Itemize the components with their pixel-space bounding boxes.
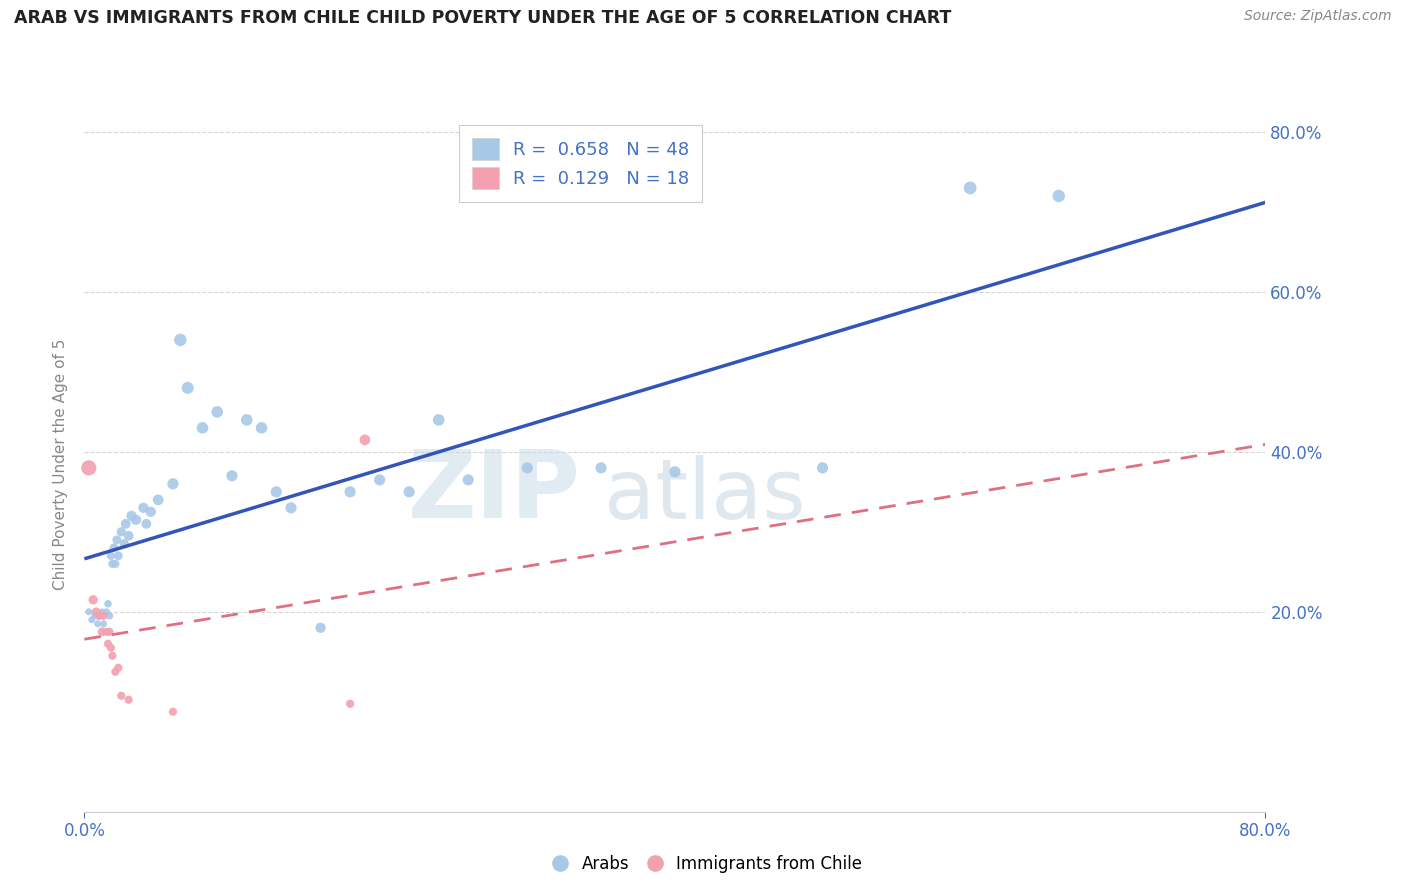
- Point: [110, 524, 132, 539]
- Legend: R =  0.658   N = 48, R =  0.129   N = 18: R = 0.658 N = 48, R = 0.129 N = 18: [458, 125, 702, 202]
- Point: [264, 484, 288, 499]
- Point: [86, 616, 108, 631]
- Text: Source: ZipAtlas.com: Source: ZipAtlas.com: [1244, 9, 1392, 23]
- Point: [83, 608, 105, 623]
- Text: atlas: atlas: [605, 455, 806, 536]
- Point: [959, 181, 981, 195]
- Point: [101, 648, 124, 663]
- Point: [91, 605, 114, 619]
- Point: [98, 624, 121, 639]
- Point: [132, 500, 155, 515]
- Point: [103, 541, 125, 555]
- Point: [1047, 189, 1070, 203]
- Point: [339, 697, 361, 711]
- Point: [368, 473, 391, 487]
- Point: [107, 661, 129, 675]
- Point: [77, 605, 100, 619]
- Point: [811, 460, 834, 475]
- Point: [91, 624, 114, 639]
- Legend: Arabs, Immigrants from Chile: Arabs, Immigrants from Chile: [537, 848, 869, 880]
- Point: [591, 460, 613, 475]
- Point: [664, 465, 686, 479]
- Point: [516, 460, 538, 475]
- Point: [139, 505, 162, 519]
- Point: [105, 533, 128, 547]
- Point: [114, 516, 136, 531]
- Point: [89, 608, 111, 623]
- Y-axis label: Child Poverty Under the Age of 5: Child Poverty Under the Age of 5: [53, 338, 69, 590]
- Point: [93, 616, 115, 631]
- Point: [339, 484, 361, 499]
- Point: [398, 484, 420, 499]
- Point: [96, 624, 118, 639]
- Point: [135, 516, 157, 531]
- Point: [110, 689, 132, 703]
- Point: [250, 421, 273, 435]
- Point: [148, 492, 170, 507]
- Point: [221, 468, 243, 483]
- Point: [98, 608, 121, 623]
- Point: [97, 637, 120, 651]
- Point: [169, 333, 191, 347]
- Point: [93, 608, 115, 623]
- Point: [309, 621, 332, 635]
- Point: [96, 605, 118, 619]
- Point: [427, 413, 450, 427]
- Point: [100, 640, 122, 655]
- Point: [104, 665, 127, 679]
- Point: [125, 513, 148, 527]
- Point: [121, 508, 143, 523]
- Point: [89, 608, 111, 623]
- Point: [354, 433, 377, 447]
- Point: [80, 613, 103, 627]
- Text: ARAB VS IMMIGRANTS FROM CHILE CHILD POVERTY UNDER THE AGE OF 5 CORRELATION CHART: ARAB VS IMMIGRANTS FROM CHILE CHILD POVE…: [14, 9, 952, 27]
- Point: [236, 413, 259, 427]
- Point: [97, 597, 120, 611]
- Point: [280, 500, 302, 515]
- Point: [162, 476, 184, 491]
- Point: [118, 529, 141, 543]
- Point: [118, 692, 141, 706]
- Point: [101, 557, 124, 571]
- Point: [100, 549, 122, 563]
- Point: [82, 592, 104, 607]
- Point: [162, 705, 184, 719]
- Point: [107, 549, 129, 563]
- Text: ZIP: ZIP: [408, 446, 581, 538]
- Point: [77, 460, 100, 475]
- Point: [191, 421, 214, 435]
- Point: [84, 605, 107, 619]
- Point: [457, 473, 479, 487]
- Point: [177, 381, 200, 395]
- Point: [104, 557, 127, 571]
- Point: [205, 405, 228, 419]
- Point: [112, 537, 135, 551]
